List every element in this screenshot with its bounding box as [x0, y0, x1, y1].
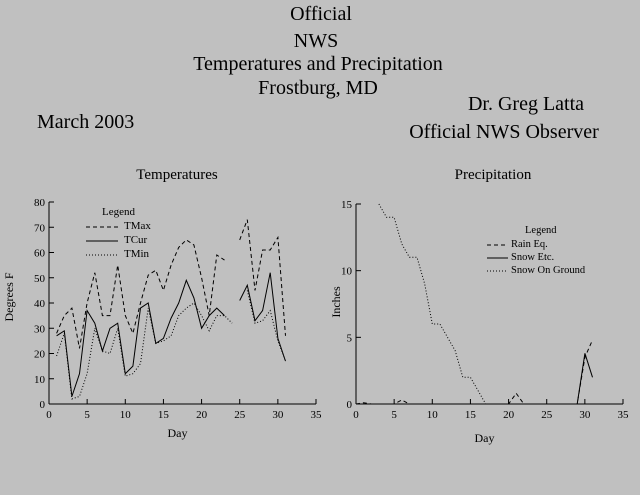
temp-series-tcur-line: [239, 272, 286, 362]
precip-y-tick-label: 5: [347, 332, 353, 344]
temp-series-tcur-line: [56, 278, 225, 397]
observer-title: Official NWS Observer: [409, 121, 599, 143]
header-line-official: Official: [290, 3, 352, 25]
temp-legend-label-tmax: TMax: [124, 220, 151, 232]
precip-x-tick-label: 5: [391, 409, 397, 421]
temp-y-tick-label: 50: [34, 273, 46, 285]
precip-y-tick-label: 15: [341, 199, 353, 211]
temp-x-tick-label: 0: [46, 409, 52, 421]
precip-x-tick-label: 35: [618, 409, 630, 421]
temp-y-tick-label: 20: [34, 349, 46, 361]
temp-series-tmin-line: [56, 302, 233, 400]
header-line-title: Temperatures and Precipitation: [193, 53, 443, 75]
temp-y-tick-label: 30: [34, 323, 46, 335]
temp-y-tick-label: 70: [34, 222, 46, 234]
precip-legend-label-rain-eq: Rain Eq.: [511, 239, 548, 250]
precip-x-tick-label: 10: [427, 409, 439, 421]
precip-x-tick-label: 30: [579, 409, 591, 421]
temp-y-axis-label: Degrees F: [2, 272, 16, 321]
precip-y-tick-label: 10: [341, 266, 353, 278]
temp-y-tick-label: 80: [34, 197, 46, 209]
temp-x-tick-label: 20: [196, 409, 208, 421]
temp-legend-label-tmin: TMin: [124, 248, 150, 260]
temp-x-tick-label: 25: [234, 409, 246, 421]
header-line-nws: NWS: [293, 30, 339, 52]
precip-y-tick-label: 0: [347, 399, 353, 411]
precip-x-tick-label: 20: [503, 409, 515, 421]
observer-name: Dr. Greg Latta: [467, 93, 585, 115]
report-month: March 2003: [37, 111, 135, 133]
precip-legend-title: Legend: [525, 225, 557, 236]
temp-y-tick-label: 0: [40, 399, 46, 411]
precip-legend-label-snow-on-ground: Snow On Ground: [511, 265, 586, 276]
precip-x-axis-label: Day: [475, 431, 495, 445]
precip-series-rain-eq-line: [355, 339, 593, 405]
temp-x-tick-label: 15: [158, 409, 170, 421]
precip-x-tick-label: 0: [353, 409, 359, 421]
temp-x-tick-label: 30: [272, 409, 284, 421]
precip-x-tick-label: 15: [465, 409, 477, 421]
temp-series-tmax-line: [239, 219, 286, 336]
temp-y-tick-label: 40: [34, 298, 46, 310]
temp-series-tmin-line: [246, 290, 286, 362]
precip-legend-label-snow-etc: Snow Etc.: [511, 252, 554, 263]
temp-y-tick-label: 10: [34, 374, 46, 386]
temp-x-tick-label: 35: [311, 409, 323, 421]
temp-y-tick-label: 60: [34, 248, 46, 260]
precip-x-tick-label: 25: [541, 409, 553, 421]
temp-legend-title: Legend: [102, 206, 135, 218]
header-line-location: Frostburg, MD: [258, 77, 378, 99]
temp-chart-title: Temperatures: [136, 167, 218, 183]
temp-series-tmax-line: [56, 239, 225, 349]
precip-chart-title: Precipitation: [455, 167, 532, 183]
temp-x-tick-label: 10: [120, 409, 132, 421]
temp-x-axis-label: Day: [168, 426, 188, 440]
temp-legend-label-tcur: TCur: [124, 234, 148, 246]
precip-y-axis-label: Inches: [329, 286, 343, 318]
precip-series-snow-on-ground-line: [378, 203, 487, 405]
temp-x-tick-label: 5: [84, 409, 90, 421]
precip-series-snow-etc-line: [576, 353, 593, 405]
